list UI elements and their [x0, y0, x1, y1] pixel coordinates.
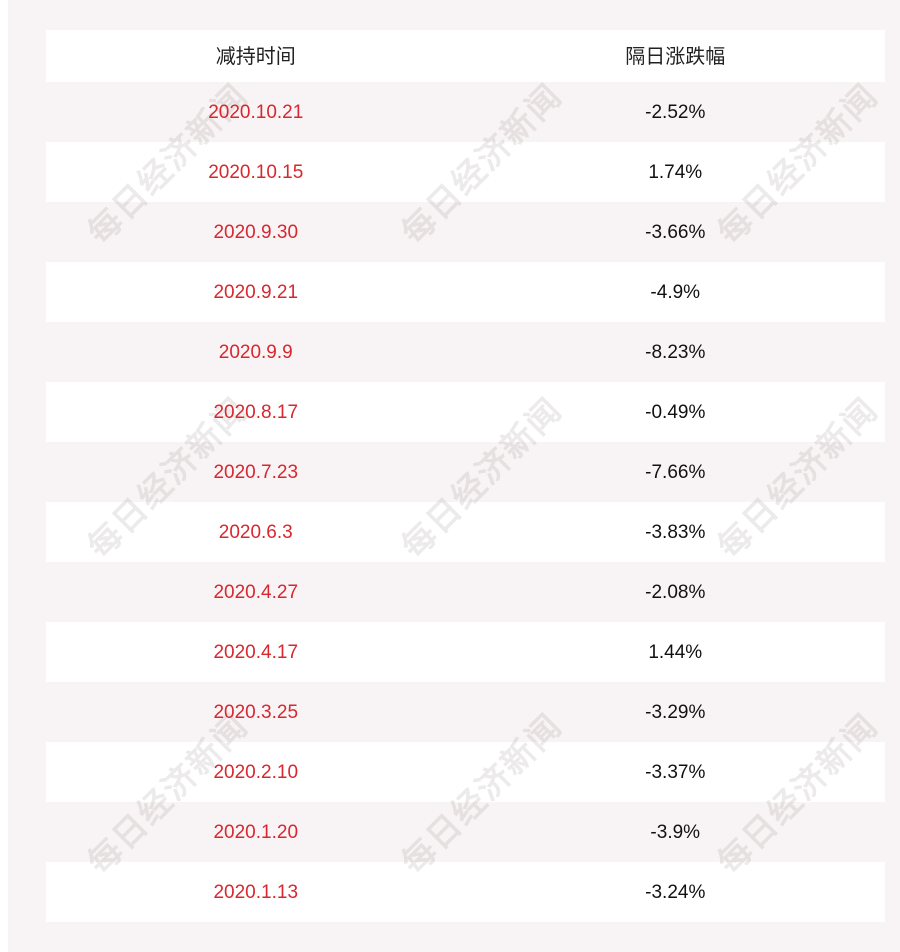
next-day-change-cell: -7.66%	[645, 461, 706, 483]
next-day-change-cell: -3.37%	[645, 761, 706, 783]
reduction-date-cell: 2020.3.25	[213, 701, 299, 723]
reduction-date-cell: 2020.10.21	[208, 101, 304, 123]
next-day-change-cell: -3.29%	[645, 701, 706, 723]
table-row: 2020.7.23 -7.66%	[46, 442, 885, 502]
reduction-date-cell: 2020.8.17	[213, 401, 299, 423]
table-row: 2020.1.13 -3.24%	[46, 862, 885, 922]
table-row: 2020.9.21 -4.9%	[46, 262, 885, 322]
table-row: 2020.2.10 -3.37%	[46, 742, 885, 802]
next-day-change-cell: -3.9%	[650, 821, 701, 843]
page-panel: 减持时间 隔日涨跌幅 2020.10.21 -2.52% 2020.10.15 1.7…	[8, 0, 900, 952]
table-row: 2020.4.17 1.44%	[46, 622, 885, 682]
table-row: 2020.4.27 -2.08%	[46, 562, 885, 622]
next-day-change-cell: -3.24%	[645, 881, 706, 903]
reduction-date-cell: 2020.4.17	[213, 641, 299, 663]
table-row: 2020.9.9 -8.23%	[46, 322, 885, 382]
reduction-date-cell: 2020.1.13	[213, 881, 299, 903]
header-next-day-change: 隔日涨跌幅	[625, 44, 726, 68]
reduction-date-cell: 2020.4.27	[213, 581, 299, 603]
table-header-row: 减持时间 隔日涨跌幅	[46, 30, 885, 82]
reduction-table: 减持时间 隔日涨跌幅 2020.10.21 -2.52% 2020.10.15 1.7…	[46, 30, 885, 922]
table-row: 2020.3.25 -3.29%	[46, 682, 885, 742]
next-day-change-cell: -3.83%	[645, 521, 706, 543]
next-day-change-cell: -0.49%	[645, 401, 706, 423]
reduction-date-cell: 2020.6.3	[218, 521, 293, 543]
table-body: 2020.10.21 -2.52% 2020.10.15 1.74% 2020.9.30…	[46, 82, 885, 922]
table-row: 2020.10.15 1.74%	[46, 142, 885, 202]
table-row: 2020.6.3 -3.83%	[46, 502, 885, 562]
reduction-date-cell: 2020.9.9	[218, 341, 293, 363]
table-row: 2020.9.30 -3.66%	[46, 202, 885, 262]
table-row: 2020.1.20 -3.9%	[46, 802, 885, 862]
reduction-date-cell: 2020.9.21	[213, 281, 299, 303]
next-day-change-cell: -4.9%	[650, 281, 701, 303]
table-row: 2020.10.21 -2.52%	[46, 82, 885, 142]
reduction-date-cell: 2020.7.23	[213, 461, 299, 483]
reduction-date-cell: 2020.10.15	[208, 161, 304, 183]
next-day-change-cell: -8.23%	[645, 341, 706, 363]
table-row: 2020.8.17 -0.49%	[46, 382, 885, 442]
header-reduction-time: 减持时间	[215, 44, 296, 68]
next-day-change-cell: -3.66%	[645, 221, 706, 243]
reduction-date-cell: 2020.9.30	[213, 221, 299, 243]
next-day-change-cell: 1.44%	[648, 641, 703, 663]
next-day-change-cell: 1.74%	[648, 161, 703, 183]
next-day-change-cell: -2.52%	[645, 101, 706, 123]
reduction-date-cell: 2020.1.20	[213, 821, 299, 843]
reduction-date-cell: 2020.2.10	[213, 761, 299, 783]
next-day-change-cell: -2.08%	[645, 581, 706, 603]
